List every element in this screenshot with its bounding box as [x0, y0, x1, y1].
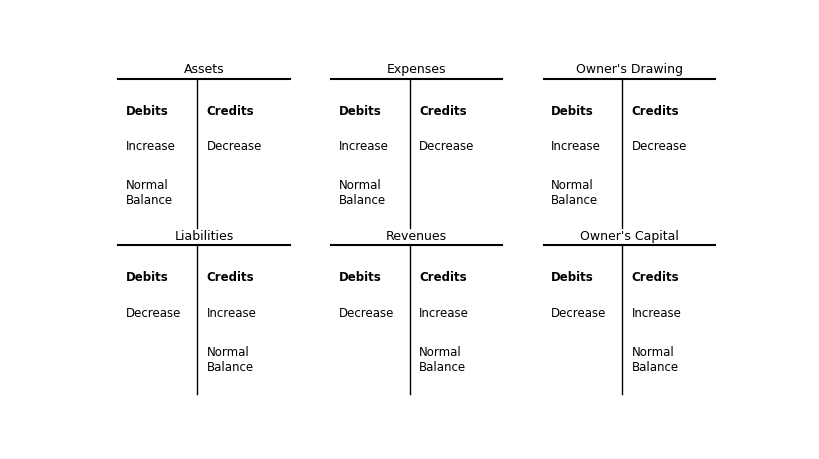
Text: Revenues: Revenues: [386, 230, 447, 242]
Text: Decrease: Decrease: [206, 140, 262, 153]
Text: Credits: Credits: [206, 271, 254, 284]
Text: Increase: Increase: [419, 306, 469, 319]
Text: Increase: Increase: [206, 306, 256, 319]
Text: Normal
Balance: Normal Balance: [126, 179, 173, 207]
Text: Credits: Credits: [419, 271, 467, 284]
Text: Credits: Credits: [632, 105, 680, 118]
Text: Debits: Debits: [126, 105, 169, 118]
Text: Normal
Balance: Normal Balance: [206, 345, 254, 373]
Text: Debits: Debits: [126, 271, 169, 284]
Text: Debits: Debits: [338, 271, 381, 284]
Text: Normal
Balance: Normal Balance: [551, 179, 598, 207]
Text: Credits: Credits: [419, 105, 467, 118]
Text: Normal
Balance: Normal Balance: [338, 179, 386, 207]
Text: Increase: Increase: [551, 140, 601, 153]
Text: Increase: Increase: [126, 140, 176, 153]
Text: Liabilities: Liabilities: [174, 230, 233, 242]
Text: Increase: Increase: [338, 140, 388, 153]
Text: Credits: Credits: [632, 271, 680, 284]
Text: Assets: Assets: [183, 63, 224, 76]
Text: Decrease: Decrease: [551, 306, 607, 319]
Text: Decrease: Decrease: [419, 140, 474, 153]
Text: Normal
Balance: Normal Balance: [632, 345, 679, 373]
Text: Owner's Capital: Owner's Capital: [580, 230, 679, 242]
Text: Decrease: Decrease: [126, 306, 181, 319]
Text: Decrease: Decrease: [632, 140, 687, 153]
Text: Increase: Increase: [632, 306, 681, 319]
Text: Decrease: Decrease: [338, 306, 394, 319]
Text: Debits: Debits: [338, 105, 381, 118]
Text: Credits: Credits: [206, 105, 254, 118]
Text: Owner's Drawing: Owner's Drawing: [576, 63, 683, 76]
Text: Normal
Balance: Normal Balance: [419, 345, 466, 373]
Text: Expenses: Expenses: [387, 63, 446, 76]
Text: Debits: Debits: [551, 105, 594, 118]
Text: Debits: Debits: [551, 271, 594, 284]
